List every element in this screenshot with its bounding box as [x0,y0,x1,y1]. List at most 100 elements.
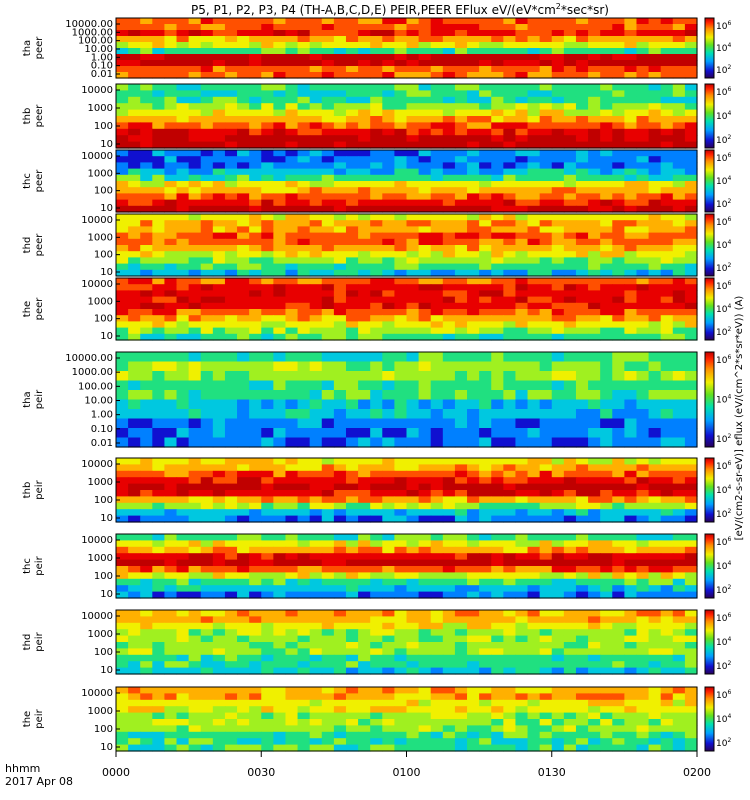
spectrogram-cell [648,654,662,662]
colorbar-tick-label: 104 [716,560,731,572]
spectrogram-cell [467,610,480,617]
spectrogram-cell [152,174,166,182]
spectrogram-cell [358,464,371,472]
spectrogram-cell [200,371,214,382]
spectrogram-cell [600,509,613,517]
spectrogram-cell [249,540,262,548]
spectrogram-cell [660,642,674,649]
spectrogram-cell [624,226,638,234]
spectrogram-cell [624,257,638,265]
spectrogram-cell [345,399,359,410]
y-tick-label: 0.01 [91,69,113,80]
spectrogram-cell [539,428,553,439]
spectrogram-cell [491,458,504,465]
spectrogram-cell [430,540,444,548]
spectrogram-cell [128,24,141,31]
spectrogram-cell [406,390,420,401]
spectrogram-cell [212,66,226,73]
spectrogram-cell [382,199,395,207]
spectrogram-cell [430,187,444,194]
spectrogram-cell [527,371,541,382]
spectrogram-cell [491,66,504,73]
spectrogram-cell [152,135,166,143]
spectrogram-cell [128,309,141,316]
spectrogram-cell [321,226,335,234]
spectrogram-cell [309,693,323,701]
spectrogram-cell [612,661,625,669]
spectrogram-cell [612,616,625,624]
spectrogram-cell [467,635,480,643]
spectrogram-cell [636,168,650,176]
spectrogram-cell [563,693,577,701]
spectrogram-cell [297,251,311,258]
spectrogram-cell [200,352,214,363]
spectrogram-cell [249,263,262,271]
spectrogram-cell [394,103,408,111]
spectrogram-cell [164,327,178,335]
spectrogram-cell [563,706,577,714]
spectrogram-cell [551,629,565,637]
spectrogram-cell [358,725,371,733]
spectrogram-cell [418,141,432,149]
spectrogram-cell [527,490,541,497]
spectrogram-cell [370,302,383,310]
spectrogram-cell [164,559,178,567]
spectrogram-cell [224,128,238,136]
spectrogram-cell [515,496,529,504]
spectrogram-cell [188,168,202,176]
spectrogram-cell [128,141,141,149]
spectrogram-cell [321,290,335,298]
spectrogram-cell [224,205,238,213]
spectrogram-cell [575,309,589,316]
spectrogram-cell [152,725,166,733]
spectrogram-cell [297,257,311,265]
spectrogram-cell [648,712,662,720]
spectrogram-cell [200,327,214,335]
spectrogram-cell [442,738,456,746]
spectrogram-cell [116,622,129,630]
spectrogram-cell [345,409,359,420]
spectrogram-cell [624,296,638,304]
spectrogram-cell [539,352,553,363]
spectrogram-cell [285,220,299,227]
spectrogram-cell [430,572,444,580]
spectrogram-cell [309,642,323,649]
spectrogram-cell [636,214,650,221]
spectrogram-cell [588,642,601,649]
spectrogram-cell [479,238,492,246]
spectrogram-cell [636,399,650,410]
spectrogram-cell [551,622,565,630]
spectrogram-cell [600,399,613,410]
spectrogram-cell [358,585,371,593]
spectrogram-cell [152,315,166,322]
spectrogram-cell [237,245,250,252]
spectrogram-cell [128,629,141,637]
spectrogram-cell [333,199,347,207]
spectrogram-cell [321,399,335,410]
spectrogram-cell [600,205,613,213]
spectrogram-cell [612,141,625,149]
spectrogram-cell [406,578,420,586]
spectrogram-cell [333,371,347,382]
spectrogram-cell [430,36,444,43]
spectrogram-cell [237,66,250,73]
spectrogram-cell [588,566,601,573]
spectrogram-cell [588,60,601,67]
spectrogram-cell [406,257,420,265]
spectrogram-cell [624,269,638,277]
spectrogram-cell [212,693,226,701]
spectrogram-cell [394,220,408,227]
spectrogram-cell [370,199,383,207]
spectrogram-cell [188,699,202,707]
spectrogram-cell [382,534,395,541]
colorbar-tick-label: 104 [716,303,731,315]
spectrogram-cell [406,409,420,420]
spectrogram-cell [370,464,383,472]
spectrogram-cell [116,738,129,746]
spectrogram-cell [394,214,408,221]
spectrogram-cell [563,54,577,61]
spectrogram-cell [382,566,395,573]
spectrogram-cell [515,534,529,541]
spectrogram-cell [442,245,456,252]
spectrogram-cell [600,309,613,316]
